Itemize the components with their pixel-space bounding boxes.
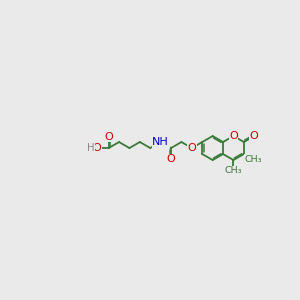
Text: O: O xyxy=(188,143,196,153)
Text: NH: NH xyxy=(152,137,169,147)
Text: O: O xyxy=(167,154,176,164)
Text: O: O xyxy=(92,143,101,153)
Text: CH₃: CH₃ xyxy=(244,155,262,164)
Text: H: H xyxy=(87,143,94,153)
Text: O: O xyxy=(249,131,258,141)
Text: O: O xyxy=(104,132,113,142)
Text: O: O xyxy=(229,131,238,141)
Text: CH₃: CH₃ xyxy=(225,167,242,176)
